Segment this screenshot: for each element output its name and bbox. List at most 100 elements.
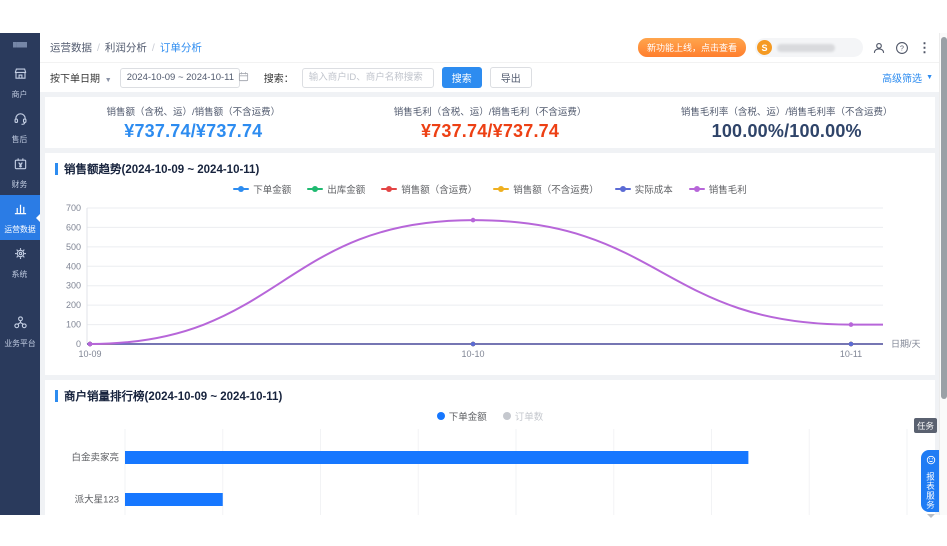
sidebar-item-business-platform[interactable]: 业务平台: [0, 309, 40, 354]
collapse-caret-icon[interactable]: [927, 514, 935, 518]
kpi-gross-margin: 销售毛利率（含税、运）/销售毛利率（不含运费） 100.00%/100.00%: [638, 104, 935, 142]
section-title: 销售额趋势(2024-10-09 ~ 2024-10-11): [45, 153, 935, 178]
sidebar-item-merchant[interactable]: 商户: [0, 60, 40, 105]
more-icon[interactable]: ⋮: [918, 40, 931, 55]
merchant-ranking-chart: 白金卖家亮派大星123: [45, 423, 935, 515]
svg-text:300: 300: [66, 281, 81, 291]
help-icon[interactable]: ?: [895, 41, 909, 55]
help-glyph: ?: [900, 45, 904, 52]
user-name-redacted: [777, 43, 835, 52]
sidebar-item-label: 财务: [12, 179, 28, 189]
svg-text:500: 500: [66, 242, 81, 252]
sales-trend-chart: 0 100 200 300 400 500 600 700 10-09 10-10 10-11 日期/…: [45, 196, 935, 375]
sidebar-item-label: 业务平台: [4, 338, 36, 348]
sidebar-item-finance[interactable]: 财务: [0, 150, 40, 195]
svg-text:派大星123: 派大星123: [75, 494, 119, 506]
svg-text:600: 600: [66, 222, 81, 232]
svg-text:0: 0: [76, 339, 81, 349]
app-logo: ████: [12, 42, 28, 48]
sales-trend-title: 销售额趋势(2024-10-09 ~ 2024-10-11): [64, 164, 260, 176]
chevron-down-icon: ▼: [104, 77, 112, 84]
svg-text:400: 400: [66, 261, 81, 271]
sidebar-item-system[interactable]: 系统: [0, 240, 40, 285]
bar-chart-icon: [13, 201, 28, 221]
top-bar: 运营数据 / 利润分析 / 订单分析 新功能上线，点击查看 S: [40, 33, 947, 63]
export-button[interactable]: 导出: [489, 67, 532, 88]
gear-icon: [13, 246, 28, 266]
kpi-sales: 销售额（含税、运）/销售额（不含运费） ¥737.74/¥737.74: [45, 104, 342, 142]
filter-bar: 按下单日期 ▼ 2024-10-09 ~ 2024-10-11 搜索： 搜索 导…: [40, 63, 947, 92]
calendar-icon: [238, 71, 249, 85]
service-tab-label: 报表服务: [925, 472, 936, 510]
kpi-value: 100.00%/100.00%: [711, 121, 862, 141]
search-input[interactable]: [301, 67, 434, 88]
kpi-label: 销售毛利（含税、运）/销售毛利（不含运费）: [393, 107, 587, 118]
chevron-down-icon: ▼: [926, 74, 933, 81]
merchant-ranking-card: 商户销量排行榜(2024-10-09 ~ 2024-10-11) 下单金额 订单数…: [45, 380, 935, 515]
title-accent-bar: [55, 390, 58, 402]
sidebar-item-label: 系统: [12, 269, 28, 279]
smiley-icon: [926, 452, 936, 470]
new-feature-badge[interactable]: 新功能上线，点击查看: [637, 38, 746, 57]
legend-item[interactable]: 销售额（不含运费）: [493, 182, 599, 196]
user-chip[interactable]: S: [755, 38, 863, 57]
org-icon: [13, 315, 28, 335]
ranking-legend: 下单金额 订单数: [45, 405, 935, 423]
legend-item[interactable]: 实际成本: [614, 182, 673, 196]
svg-text:10-09: 10-09: [78, 349, 101, 359]
report-service-tab[interactable]: 报表服务: [921, 450, 940, 512]
breadcrumb-item[interactable]: 利润分析: [104, 42, 147, 54]
sidebar-item-label: 运营数据: [4, 224, 36, 234]
legend-item[interactable]: 销售额（含运费）: [381, 182, 477, 196]
contacts-icon[interactable]: [872, 41, 886, 55]
kpi-gross-profit: 销售毛利（含税、运）/销售毛利（不含运费） ¥737.74/¥737.74: [342, 104, 639, 142]
kpi-value: ¥737.74/¥737.74: [124, 121, 263, 141]
breadcrumb-item[interactable]: 运营数据: [50, 42, 92, 54]
page-scrollbar: [939, 33, 947, 515]
sidebar-item-operations-data[interactable]: 运营数据: [0, 195, 40, 240]
app-window: ████ 商户 售后: [0, 33, 947, 515]
sales-trend-card: 销售额趋势(2024-10-09 ~ 2024-10-11) 下单金额 出库金额 销…: [45, 153, 935, 375]
kpi-label: 销售额（含税、运）/销售额（不含运费）: [106, 107, 281, 118]
finance-icon: [13, 156, 28, 176]
trend-legend: 下单金额 出库金额 销售额（含运费） 销售额（不含运费） 实际成本 销售毛利: [45, 178, 935, 196]
svg-text:10-11: 10-11: [840, 349, 862, 359]
svg-text:10-10: 10-10: [462, 349, 485, 359]
sidebar-item-label: 商户: [12, 89, 28, 99]
date-type-dropdown[interactable]: 按下单日期 ▼: [50, 70, 112, 85]
svg-text:日期/天: 日期/天: [891, 339, 921, 349]
breadcrumb-item-current: 订单分析: [159, 42, 202, 54]
avatar: S: [757, 40, 772, 55]
task-tab[interactable]: 任务: [914, 418, 937, 433]
kpi-value: ¥737.74/¥737.74: [420, 121, 560, 141]
legend-item[interactable]: 订单数: [502, 409, 543, 423]
search-button[interactable]: 搜索: [441, 67, 482, 88]
legend-item[interactable]: 下单金额: [233, 182, 291, 196]
advanced-filter-toggle[interactable]: 高级筛选 ▼: [882, 70, 933, 85]
content-area: 销售额（含税、运）/销售额（不含运费） ¥737.74/¥737.74 销售毛利…: [40, 92, 947, 515]
svg-text:白金卖家亮: 白金卖家亮: [71, 452, 119, 464]
kpi-card: 销售额（含税、运）/销售额（不含运费） ¥737.74/¥737.74 销售毛利…: [45, 97, 935, 148]
headset-icon: [13, 111, 28, 131]
kpi-label: 销售毛利率（含税、运）/销售毛利率（不含运费）: [680, 107, 893, 118]
main-area: 运营数据 / 利润分析 / 订单分析 新功能上线，点击查看 S: [40, 33, 947, 515]
breadcrumb: 运营数据 / 利润分析 / 订单分析: [50, 40, 202, 55]
svg-text:700: 700: [66, 203, 81, 213]
legend-item[interactable]: 下单金额: [436, 409, 487, 423]
legend-item[interactable]: 出库金额: [307, 182, 365, 196]
date-range-input[interactable]: 2024-10-09 ~ 2024-10-11: [119, 67, 249, 88]
breadcrumb-separator: /: [151, 41, 155, 54]
date-type-label: 按下单日期: [50, 74, 100, 85]
svg-text:200: 200: [66, 300, 81, 310]
merchant-ranking-title: 商户销量排行榜(2024-10-09 ~ 2024-10-11): [64, 391, 283, 403]
section-title: 商户销量排行榜(2024-10-09 ~ 2024-10-11): [45, 380, 935, 405]
sidebar-item-aftersales[interactable]: 售后: [0, 105, 40, 150]
sidebar-item-label: 售后: [12, 134, 28, 144]
breadcrumb-separator: /: [97, 41, 100, 54]
legend-item[interactable]: 销售毛利: [688, 182, 747, 196]
storefront-icon: [13, 66, 28, 86]
svg-text:100: 100: [66, 320, 81, 330]
scrollbar-thumb[interactable]: [941, 37, 947, 399]
search-label: 搜索：: [263, 74, 294, 85]
date-range-value: 2024-10-09 ~ 2024-10-11: [126, 72, 235, 83]
